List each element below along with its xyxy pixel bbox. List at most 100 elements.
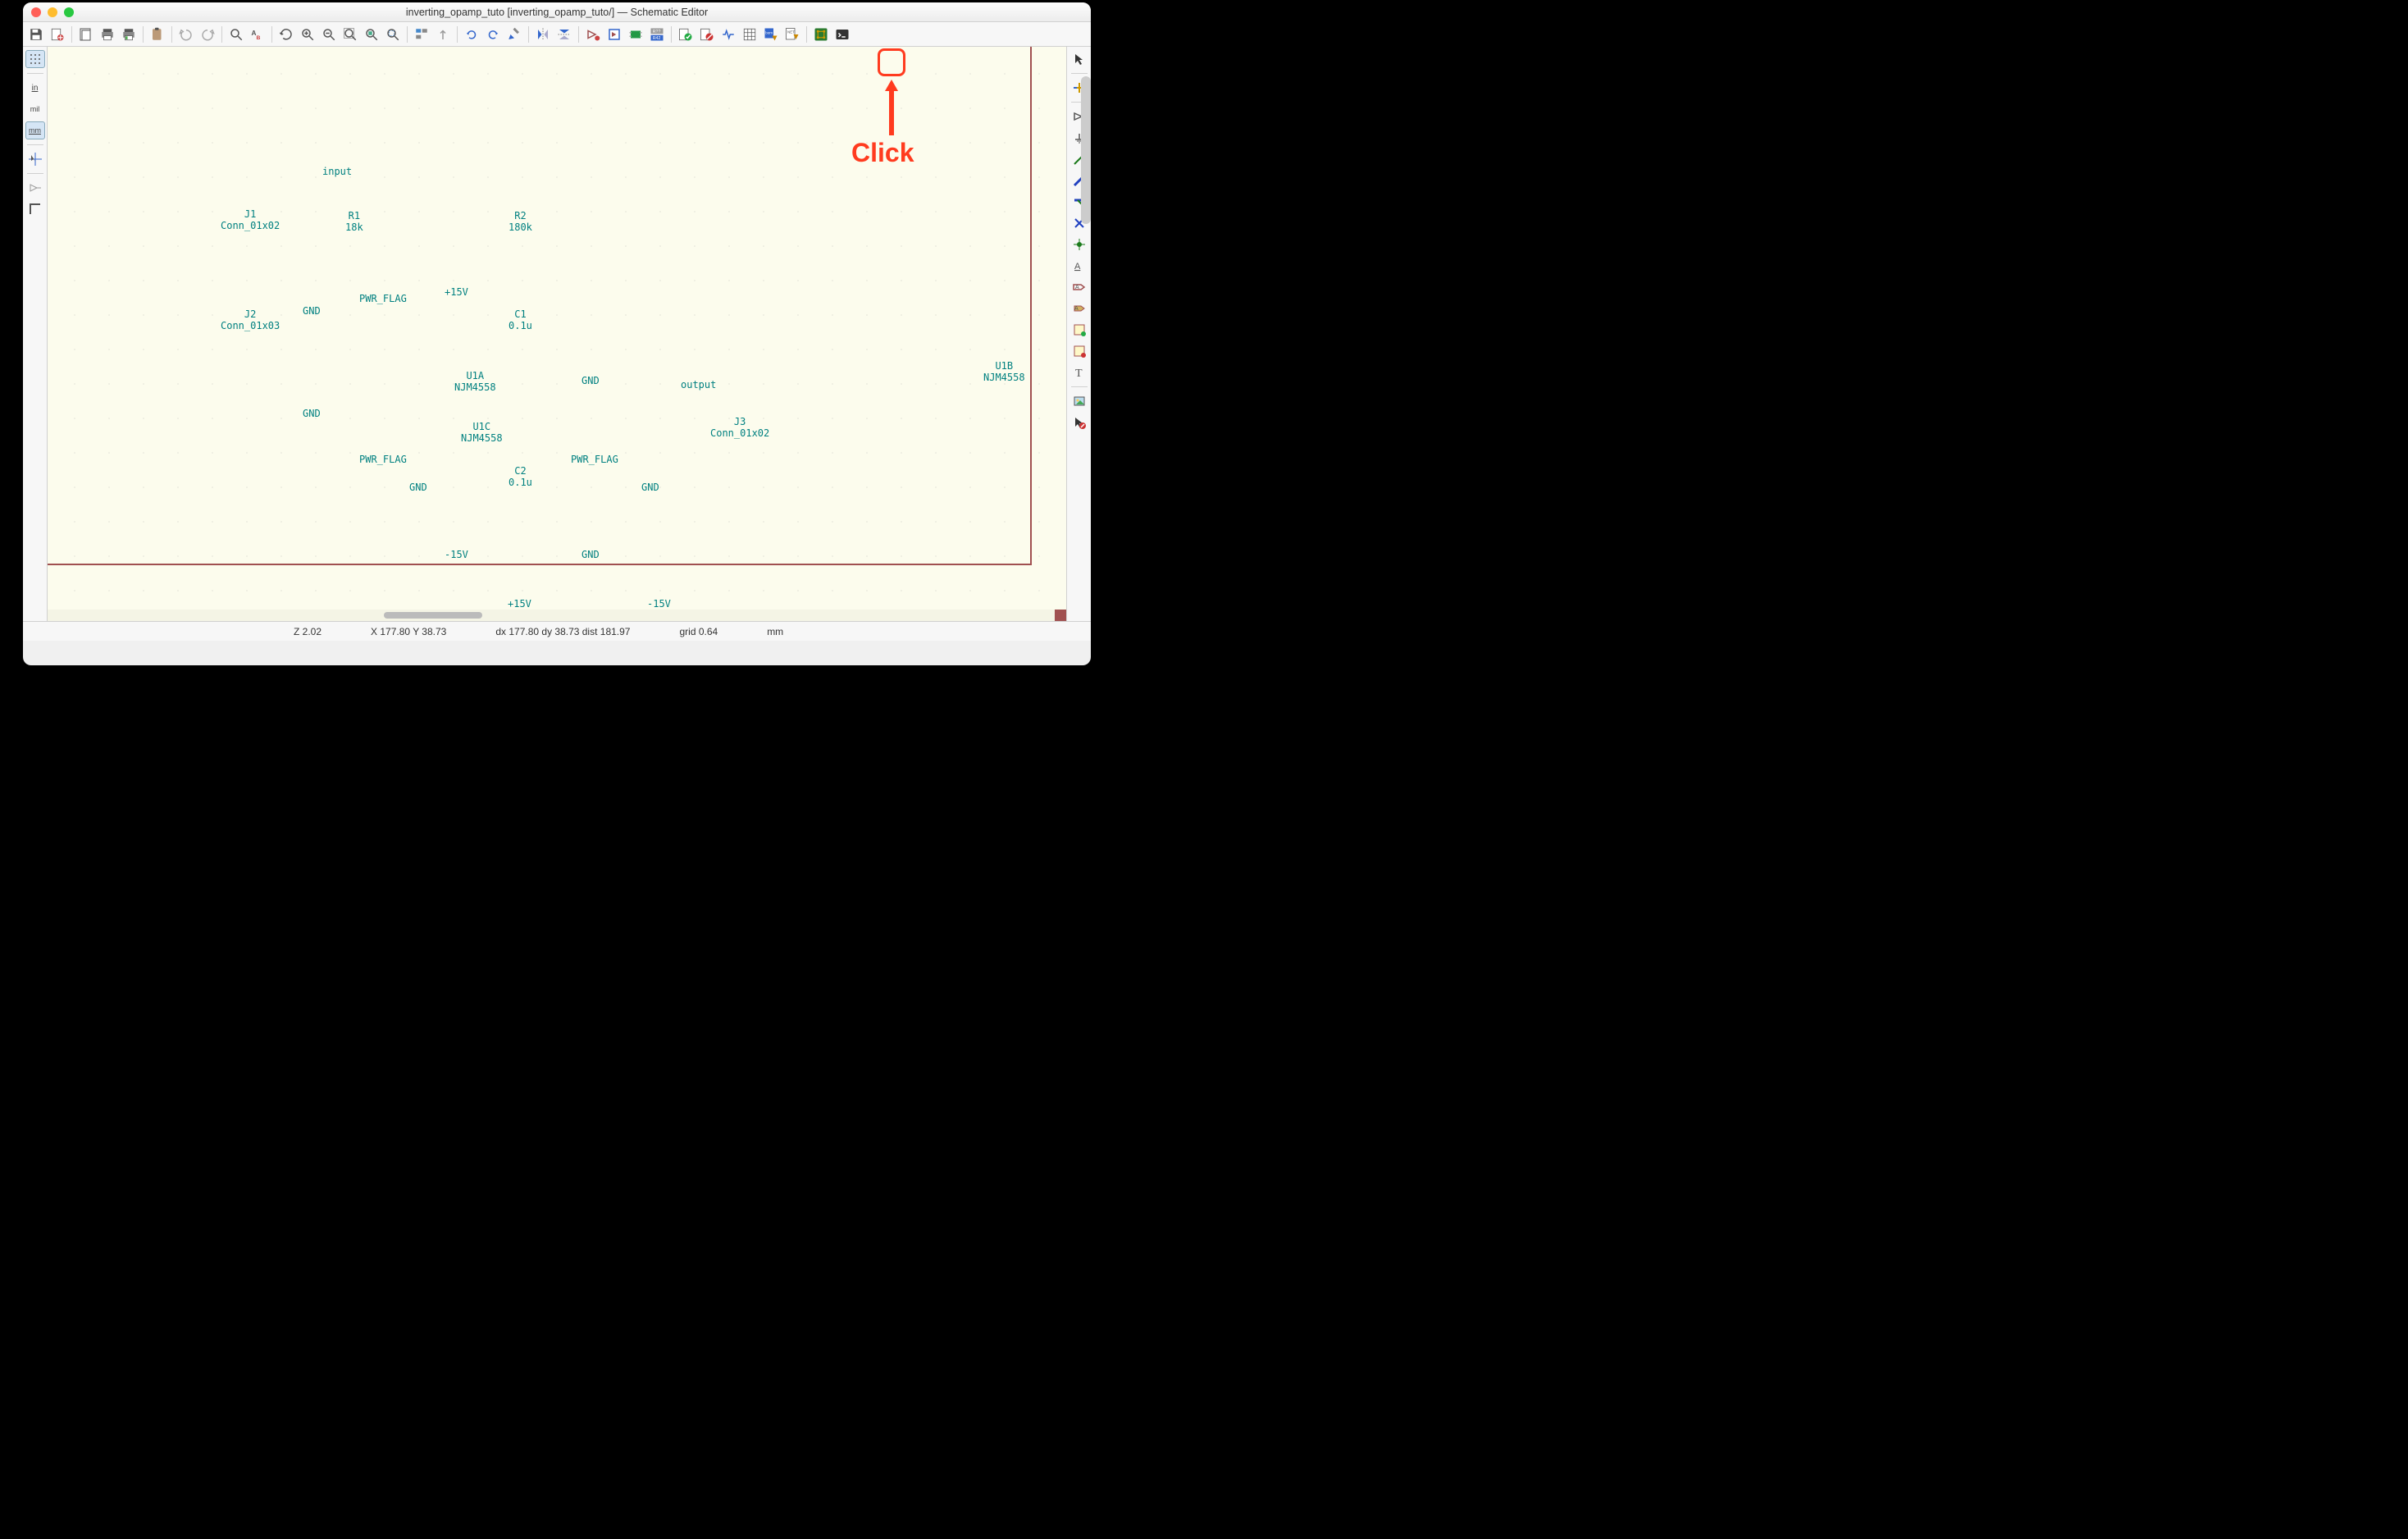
label-button[interactable]: A bbox=[1069, 257, 1089, 275]
delete-button[interactable] bbox=[1069, 413, 1089, 432]
open-pcb-button[interactable] bbox=[811, 25, 831, 44]
schematic-label: -15V bbox=[445, 549, 468, 560]
grid-dots-button[interactable] bbox=[25, 50, 45, 68]
browse-symbols-button[interactable] bbox=[604, 25, 624, 44]
hier-sheet-button[interactable] bbox=[1069, 321, 1089, 339]
leave-sheet-button[interactable] bbox=[433, 25, 453, 44]
minimize-window-button[interactable] bbox=[48, 7, 57, 17]
status-xy: X 177.80 Y 38.73 bbox=[371, 626, 446, 637]
bom-table-button[interactable] bbox=[740, 25, 759, 44]
paste-button[interactable] bbox=[148, 25, 167, 44]
callout-arrow bbox=[883, 80, 900, 137]
find-button[interactable] bbox=[226, 25, 246, 44]
schematic-setup-button[interactable] bbox=[48, 25, 67, 44]
window-controls bbox=[31, 7, 74, 17]
unit-in-button[interactable]: in bbox=[25, 79, 45, 97]
schematic-label: -15V bbox=[647, 598, 671, 610]
undo-button[interactable] bbox=[176, 25, 196, 44]
global-label-button[interactable]: A bbox=[1069, 278, 1089, 296]
erc-button[interactable] bbox=[676, 25, 695, 44]
svg-text:B: B bbox=[257, 35, 261, 41]
zoom-select-button[interactable] bbox=[383, 25, 403, 44]
rotate-cw-button[interactable] bbox=[483, 25, 503, 44]
horizontal-scroll-thumb[interactable] bbox=[384, 612, 482, 619]
titlebar: inverting_opamp_tuto [inverting_opamp_tu… bbox=[23, 2, 1091, 22]
svg-text:NET: NET bbox=[787, 30, 795, 34]
erc-exclusions-button[interactable] bbox=[697, 25, 717, 44]
svg-text:A: A bbox=[1074, 262, 1081, 272]
schematic-canvas[interactable]: −++−121231223184567GNDGNDGNDGNDGND+15V-1… bbox=[48, 47, 1066, 621]
schematic-label: GND bbox=[409, 482, 427, 493]
edit-with-tool-button[interactable] bbox=[504, 25, 524, 44]
schematic-label: U1ANJM4558 bbox=[454, 370, 496, 393]
statusbar: Z 2.02 X 177.80 Y 38.73 dx 177.80 dy 38.… bbox=[23, 621, 1091, 641]
schematic-label: J2Conn_01x03 bbox=[221, 308, 280, 331]
zoom-out-button[interactable] bbox=[319, 25, 339, 44]
close-window-button[interactable] bbox=[31, 7, 41, 17]
scroll-corner bbox=[1055, 610, 1066, 621]
unit-mil-button[interactable]: mil bbox=[25, 100, 45, 118]
schematic-label: output bbox=[681, 379, 716, 390]
status-zoom: Z 2.02 bbox=[294, 626, 322, 637]
schematic-label: GND bbox=[641, 482, 659, 493]
import-netlist-button[interactable]: NET bbox=[782, 25, 802, 44]
scripting-console-button[interactable] bbox=[832, 25, 852, 44]
rotate-ccw-button[interactable] bbox=[462, 25, 481, 44]
text-button[interactable]: T bbox=[1069, 363, 1089, 381]
free-angle-button[interactable] bbox=[25, 200, 45, 218]
schematic-label: J1Conn_01x02 bbox=[221, 208, 280, 231]
zoom-fit-button[interactable] bbox=[340, 25, 360, 44]
schematic-label: C10.1u bbox=[509, 308, 532, 331]
cursor-full-button[interactable] bbox=[25, 150, 45, 168]
schematic-label: +15V bbox=[508, 598, 531, 610]
top-toolbar: AB R??R42 bom NET bbox=[23, 22, 1091, 47]
left-toolbar: in mil mm bbox=[23, 47, 48, 621]
status-unit: mm bbox=[767, 626, 783, 637]
save-button[interactable] bbox=[26, 25, 46, 44]
hier-label-button[interactable]: A bbox=[1069, 299, 1089, 317]
schematic-label: input bbox=[322, 166, 352, 177]
redo-button[interactable] bbox=[198, 25, 217, 44]
refresh-button[interactable] bbox=[276, 25, 296, 44]
footprint-assign-button[interactable] bbox=[626, 25, 645, 44]
unit-mm-button[interactable]: mm bbox=[25, 121, 45, 139]
zoom-object-button[interactable] bbox=[362, 25, 381, 44]
svg-text:A: A bbox=[252, 29, 257, 36]
select-button[interactable] bbox=[1069, 50, 1089, 68]
import-sheet-pin-button[interactable] bbox=[1069, 342, 1089, 360]
find-replace-button[interactable]: AB bbox=[248, 25, 267, 44]
horizontal-scrollbar[interactable] bbox=[48, 610, 1066, 621]
page-settings-button[interactable] bbox=[76, 25, 96, 44]
svg-text:A: A bbox=[1075, 285, 1079, 290]
schematic-drawing: −++−121231223184567GNDGNDGNDGNDGND+15V-1… bbox=[48, 47, 294, 170]
app-window: inverting_opamp_tuto [inverting_opamp_tu… bbox=[23, 2, 1091, 665]
status-dxy: dx 177.80 dy 38.73 dist 181.97 bbox=[495, 626, 630, 637]
schematic-label: GND bbox=[581, 549, 600, 560]
window-title: inverting_opamp_tuto [inverting_opamp_tu… bbox=[406, 7, 708, 18]
main-area: in mil mm −++−121231223184567GNDGNDGNDGNDG… bbox=[23, 47, 1091, 621]
schematic-label: GND bbox=[303, 305, 321, 317]
simulator-button[interactable] bbox=[718, 25, 738, 44]
schematic-label: PWR_FLAG bbox=[359, 293, 407, 304]
vertical-scroll-thumb[interactable] bbox=[1081, 76, 1091, 224]
symbol-editor-button[interactable] bbox=[583, 25, 603, 44]
annotate-button[interactable]: R??R42 bbox=[647, 25, 667, 44]
junction-button[interactable] bbox=[1069, 235, 1089, 253]
status-grid: grid 0.64 bbox=[679, 626, 718, 637]
bom-export-button[interactable]: bom bbox=[761, 25, 781, 44]
print-button[interactable] bbox=[98, 25, 117, 44]
svg-text:bom: bom bbox=[765, 30, 773, 34]
mirror-h-button[interactable] bbox=[533, 25, 553, 44]
zoom-in-button[interactable] bbox=[298, 25, 317, 44]
schematic-label: GND bbox=[581, 375, 600, 386]
image-button[interactable] bbox=[1069, 392, 1089, 410]
navigate-hierarchy-button[interactable] bbox=[412, 25, 431, 44]
schematic-label: GND bbox=[303, 408, 321, 419]
maximize-window-button[interactable] bbox=[64, 7, 74, 17]
mirror-v-button[interactable] bbox=[554, 25, 574, 44]
plot-button[interactable] bbox=[119, 25, 139, 44]
hidden-pins-button[interactable] bbox=[25, 179, 45, 197]
schematic-label: R118k bbox=[345, 210, 363, 233]
svg-text:R42: R42 bbox=[653, 36, 661, 41]
schematic-label: J3Conn_01x02 bbox=[710, 416, 769, 439]
